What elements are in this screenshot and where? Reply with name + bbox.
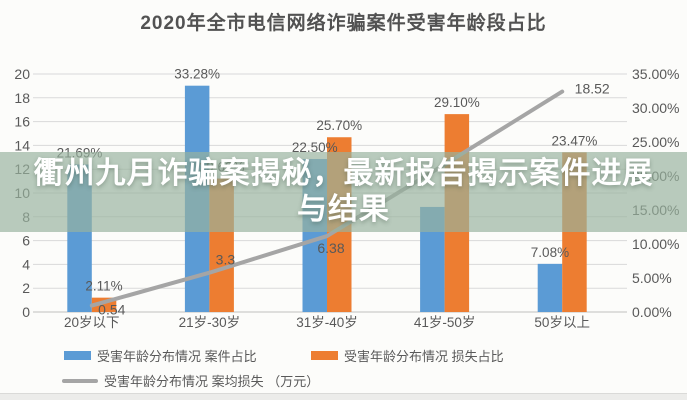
legend-item-avg-loss: 受害年龄分布情况 案均损失 （万元）	[62, 371, 319, 390]
headline-overlay-banner: 衢州九月诈骗案揭秘，最新报告揭示案件进展 与结果	[0, 152, 687, 232]
bar-label-loss-share-2: 25.70%	[316, 118, 362, 133]
bar-label-case-share-1: 33.28%	[174, 67, 220, 82]
headline-line-2: 与结果	[297, 193, 390, 226]
left-axis-tick-label: 16	[14, 114, 30, 130]
line-avg-loss	[89, 89, 565, 308]
chart-title: 2020年全市电信网络诈骗案件受害年龄段占比	[140, 13, 547, 34]
line-label-avg-loss-2: 6.38	[317, 240, 344, 256]
legend-swatch-loss-share-icon	[311, 351, 338, 360]
left-axis-tick-label: 14	[14, 137, 30, 153]
legend-label-case-share: 受害年龄分布情况 案件占比	[97, 349, 257, 364]
bar-label-loss-share-3: 29.10%	[434, 95, 480, 110]
right-axis-tick-label: 5.00%	[632, 270, 672, 286]
bottom-edge-strip	[0, 393, 687, 400]
right-axis-tick-label: 35.00%	[632, 66, 679, 82]
right-axis-tick-label: 25.00%	[632, 134, 679, 150]
bar-label-case-share-4: 7.08%	[531, 245, 569, 260]
right-axis-tick-label: 0.00%	[632, 304, 672, 320]
bar-label-loss-share-4: 23.47%	[552, 133, 598, 148]
left-axis-tick-label: 0	[22, 304, 30, 320]
category-label: 31岁-40岁	[296, 315, 358, 330]
bar-label-case-share-2: 22.50%	[292, 140, 338, 155]
left-axis-tick-label: 18	[14, 90, 30, 106]
headline-line-1: 衢州九月诈骗案揭秘，最新报告揭示案件进展	[33, 157, 654, 190]
legend-item-case-share: 受害年龄分布情况 案件占比	[64, 346, 257, 365]
legend-swatch-avg-loss-line-icon	[62, 378, 98, 383]
line-label-avg-loss-0: 0.54	[98, 302, 125, 318]
legend-item-loss-share: 受害年龄分布情况 损失占比	[311, 346, 504, 365]
left-axis-tick-label: 6	[22, 233, 30, 249]
bar-case-share-4	[537, 263, 563, 312]
category-label: 41岁-50岁	[414, 315, 476, 330]
right-axis-tick-label: 30.00%	[632, 100, 679, 116]
legend-swatch-case-share-icon	[64, 351, 91, 360]
right-axis-tick-label: 10.00%	[632, 236, 679, 252]
line-label-avg-loss-4: 18.52	[575, 81, 610, 97]
category-label: 20岁以下	[64, 315, 120, 330]
category-label: 50岁以上	[534, 315, 590, 330]
bar-label-loss-share-0: 2.11%	[85, 279, 122, 294]
legend-label-loss-share: 受害年龄分布情况 损失占比	[344, 349, 504, 364]
left-axis-tick-label: 4	[22, 256, 30, 272]
category-label: 21岁-30岁	[179, 315, 241, 330]
left-axis-tick-label: 2	[22, 280, 30, 296]
legend-label-avg-loss: 受害年龄分布情况 案均损失 （万元）	[104, 374, 320, 389]
left-axis-tick-label: 20	[14, 66, 30, 82]
line-label-avg-loss-1: 3.3	[216, 252, 236, 268]
